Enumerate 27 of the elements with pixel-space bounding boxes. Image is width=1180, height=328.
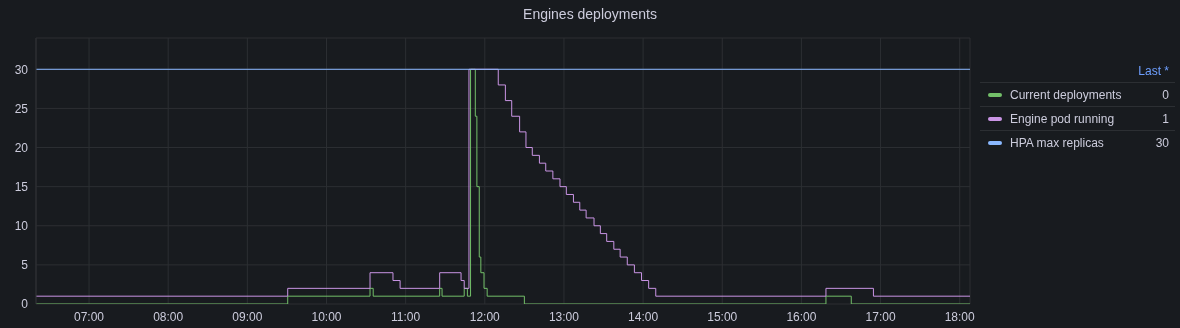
- legend-label: Current deployments: [1010, 87, 1123, 102]
- legend-label: Engine pod running: [1010, 111, 1116, 126]
- x-tick-label: 16:00: [786, 309, 817, 324]
- text: 0: [1162, 87, 1170, 102]
- x-tick-label: 12:00: [469, 309, 501, 324]
- y-tick-label: 15: [14, 179, 29, 194]
- x-tick-label: 07:00: [74, 309, 105, 324]
- x-tick-label: 14:00: [628, 309, 659, 324]
- y-tick-label: 0: [21, 297, 29, 312]
- y-tick-label: 5: [21, 258, 29, 273]
- x-tick-label: 10:00: [311, 309, 342, 324]
- x-tick-label: 17:00: [865, 309, 896, 324]
- x-tick-label: 09:00: [232, 309, 263, 324]
- y-tick-label: 25: [14, 101, 29, 116]
- text: 30: [1155, 135, 1170, 150]
- chart-title: Engines deployments: [522, 5, 658, 24]
- text: 1: [1162, 111, 1170, 126]
- x-tick-label: 08:00: [153, 309, 184, 324]
- y-tick-label: 10: [14, 219, 29, 234]
- y-tick-label: 20: [14, 140, 29, 155]
- y-tick-label: 30: [14, 62, 29, 77]
- x-tick-label: 13:00: [548, 309, 580, 324]
- x-tick-label: 15:00: [707, 309, 738, 324]
- legend-label: HPA max replicas: [1010, 135, 1105, 150]
- x-tick-label: 11:00: [391, 309, 421, 324]
- x-tick-label: 18:00: [944, 309, 976, 324]
- legend-title: Last *: [1137, 64, 1170, 80]
